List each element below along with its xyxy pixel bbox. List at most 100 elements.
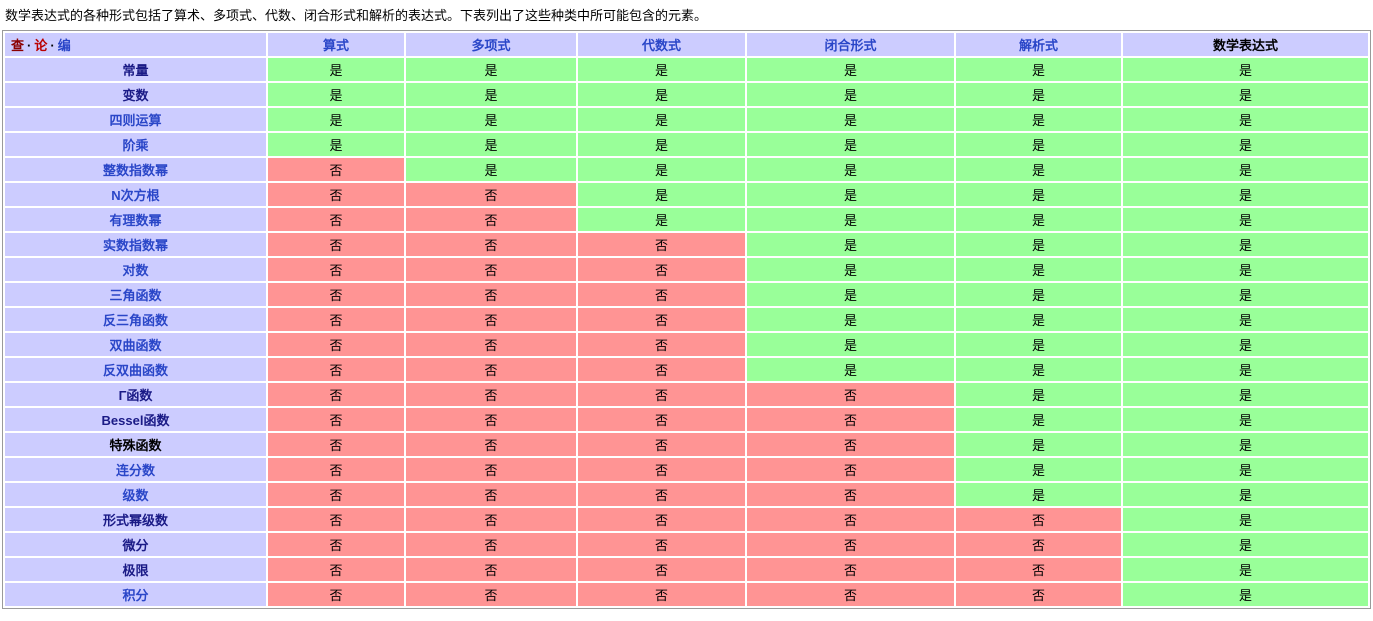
cell-no: 否 — [406, 183, 576, 206]
table-row: 双曲函数否否否是是是 — [5, 333, 1368, 356]
table-nav-cell: 查 · 论 · 编 — [5, 33, 266, 56]
cell-no: 否 — [268, 383, 404, 406]
row-label-link[interactable]: 形式幂级数 — [102, 513, 168, 528]
cell-no: 否 — [578, 558, 745, 581]
row-label-link[interactable]: 整数指数幂 — [102, 163, 168, 178]
cell-no: 否 — [268, 333, 404, 356]
column-header-link[interactable]: 解析式 — [1018, 38, 1058, 53]
cell-no: 否 — [578, 358, 745, 381]
row-label-link[interactable]: 实数指数幂 — [102, 238, 168, 253]
row-header: 常量 — [5, 58, 266, 81]
column-header-link[interactable]: 代数式 — [641, 38, 681, 53]
cell-no: 否 — [406, 558, 576, 581]
cell-yes: 是 — [1123, 558, 1368, 581]
cell-no: 否 — [406, 233, 576, 256]
row-label-link[interactable]: 反双曲函数 — [102, 363, 168, 378]
table-body: 常量是是是是是是变数是是是是是是四则运算是是是是是是阶乘是是是是是是整数指数幂否… — [5, 58, 1368, 606]
cell-no: 否 — [406, 508, 576, 531]
cell-yes: 是 — [747, 358, 954, 381]
cell-yes: 是 — [578, 108, 745, 131]
cell-yes: 是 — [956, 358, 1121, 381]
cell-yes: 是 — [956, 308, 1121, 331]
cell-no: 否 — [956, 583, 1121, 606]
table-row: Γ函数否否否否是是 — [5, 383, 1368, 406]
row-label-link[interactable]: Γ函数 — [118, 388, 153, 403]
nav-link-edit[interactable]: 编 — [57, 38, 71, 53]
cell-yes: 是 — [1123, 433, 1368, 456]
cell-yes: 是 — [1123, 458, 1368, 481]
cell-no: 否 — [578, 583, 745, 606]
row-header: 四则运算 — [5, 108, 266, 131]
cell-no: 否 — [747, 458, 954, 481]
row-label-link[interactable]: 极限 — [122, 563, 149, 578]
cell-no: 否 — [578, 508, 745, 531]
table-row: 微分否否否否否是 — [5, 533, 1368, 556]
row-header: N次方根 — [5, 183, 266, 206]
cell-yes: 是 — [578, 183, 745, 206]
row-header: 反三角函数 — [5, 308, 266, 331]
cell-yes: 是 — [578, 208, 745, 231]
row-header: 极限 — [5, 558, 266, 581]
column-header-link[interactable]: 多项式 — [471, 38, 511, 53]
row-label-link[interactable]: 有理数幂 — [109, 213, 162, 228]
cell-no: 否 — [956, 558, 1121, 581]
column-header: 算式 — [268, 33, 404, 56]
header-row: 查 · 论 · 编 算式 多项式 代数式 闭合形式 解析式 数学表达式 — [5, 33, 1368, 56]
table-row: 整数指数幂否是是是是是 — [5, 158, 1368, 181]
row-label-link[interactable]: 级数 — [122, 488, 149, 503]
cell-yes: 是 — [956, 258, 1121, 281]
table-row: 连分数否否否否是是 — [5, 458, 1368, 481]
cell-yes: 是 — [406, 108, 576, 131]
row-header: 阶乘 — [5, 133, 266, 156]
row-header: 有理数幂 — [5, 208, 266, 231]
row-label-link[interactable]: 四则运算 — [109, 113, 162, 128]
cell-yes: 是 — [1123, 408, 1368, 431]
cell-yes: 是 — [956, 183, 1121, 206]
cell-yes: 是 — [1123, 583, 1368, 606]
cell-yes: 是 — [747, 58, 954, 81]
row-label-link[interactable]: 变数 — [122, 88, 149, 103]
row-header: 实数指数幂 — [5, 233, 266, 256]
row-label-link[interactable]: 微分 — [122, 538, 149, 553]
nav-link-talk[interactable]: 论 — [34, 38, 48, 53]
row-header: 三角函数 — [5, 283, 266, 306]
row-label-link[interactable]: N次方根 — [111, 188, 160, 203]
column-header-link[interactable]: 算式 — [322, 38, 349, 53]
row-label-link[interactable]: 双曲函数 — [109, 338, 162, 353]
row-label-link[interactable]: 连分数 — [115, 463, 155, 478]
table-row: 反三角函数否否否是是是 — [5, 308, 1368, 331]
cell-no: 否 — [406, 308, 576, 331]
row-label-link[interactable]: 三角函数 — [109, 288, 162, 303]
cell-yes: 是 — [1123, 258, 1368, 281]
table-row: 特殊函数否否否否是是 — [5, 433, 1368, 456]
cell-no: 否 — [578, 533, 745, 556]
cell-yes: 是 — [747, 208, 954, 231]
column-header-link[interactable]: 闭合形式 — [824, 38, 877, 53]
row-label-link[interactable]: 反三角函数 — [102, 313, 168, 328]
column-header: 代数式 — [578, 33, 745, 56]
cell-yes: 是 — [956, 58, 1121, 81]
row-label-link[interactable]: 常量 — [122, 63, 149, 78]
cell-no: 否 — [578, 308, 745, 331]
cell-no: 否 — [578, 483, 745, 506]
row-header: 变数 — [5, 83, 266, 106]
row-label-link[interactable]: 阶乘 — [122, 138, 149, 153]
table-row: 常量是是是是是是 — [5, 58, 1368, 81]
row-label-link[interactable]: 积分 — [122, 588, 149, 603]
cell-yes: 是 — [1123, 108, 1368, 131]
cell-yes: 是 — [747, 258, 954, 281]
cell-yes: 是 — [747, 183, 954, 206]
row-label-link[interactable]: 对数 — [122, 263, 149, 278]
cell-no: 否 — [406, 408, 576, 431]
nav-link-view[interactable]: 查 — [11, 38, 25, 53]
cell-no: 否 — [406, 533, 576, 556]
row-header: 特殊函数 — [5, 433, 266, 456]
cell-no: 否 — [406, 258, 576, 281]
cell-yes: 是 — [1123, 483, 1368, 506]
row-label-link[interactable]: Bessel函数 — [101, 413, 170, 428]
cell-yes: 是 — [1123, 158, 1368, 181]
table-row: 积分否否否否否是 — [5, 583, 1368, 606]
cell-no: 否 — [578, 333, 745, 356]
cell-no: 否 — [268, 308, 404, 331]
cell-yes: 是 — [1123, 508, 1368, 531]
